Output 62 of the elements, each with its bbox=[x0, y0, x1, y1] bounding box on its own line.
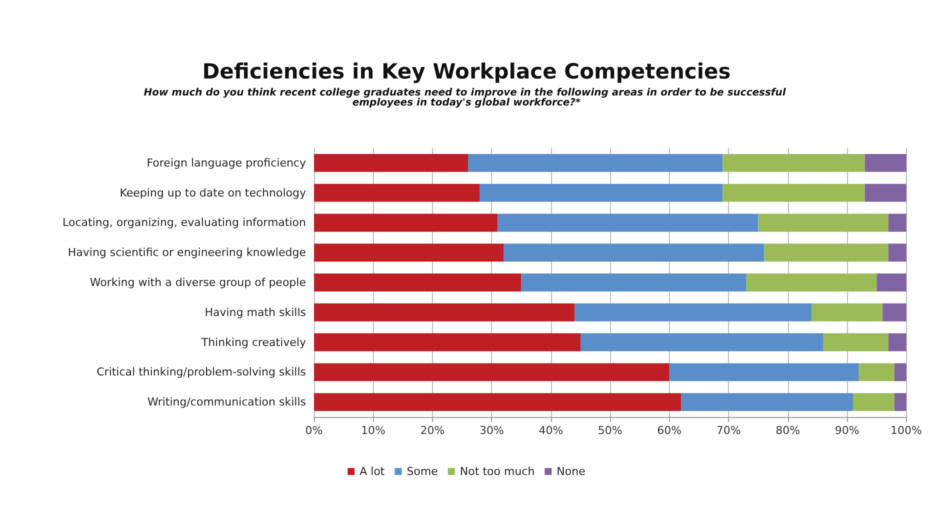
bar bbox=[314, 393, 682, 412]
bar bbox=[314, 363, 670, 382]
y-tick-label: Foreign language proficiency bbox=[146, 156, 306, 170]
legend-label: Some bbox=[406, 465, 438, 478]
bar bbox=[722, 184, 865, 202]
x-tick-label: 10% bbox=[361, 424, 386, 437]
bar bbox=[722, 154, 865, 172]
y-tick-label: Keeping up to date on technology bbox=[120, 186, 306, 200]
bar bbox=[764, 244, 889, 262]
x-tick-label: 60% bbox=[657, 424, 682, 437]
x-tick-label: 70% bbox=[716, 424, 741, 437]
bar bbox=[498, 214, 758, 232]
bar bbox=[504, 244, 764, 262]
y-tick-label: Thinking creatively bbox=[200, 336, 306, 349]
bar bbox=[864, 184, 906, 202]
bar bbox=[314, 244, 504, 262]
bar bbox=[580, 333, 824, 352]
bar bbox=[876, 274, 906, 292]
y-tick-label: Critical thinking/problem-solving skills bbox=[96, 366, 306, 379]
legend-label: None bbox=[556, 465, 586, 478]
bar bbox=[758, 214, 889, 232]
bar bbox=[314, 214, 498, 232]
bar bbox=[681, 393, 853, 412]
bar bbox=[852, 393, 894, 412]
bar bbox=[574, 303, 812, 322]
bar bbox=[894, 393, 906, 412]
legend-label: A lot bbox=[360, 465, 386, 478]
bar bbox=[894, 363, 906, 382]
bar bbox=[823, 333, 889, 352]
bar bbox=[468, 154, 723, 172]
bar bbox=[521, 274, 746, 292]
bar bbox=[888, 333, 906, 352]
x-tick-label: 50% bbox=[598, 424, 622, 437]
bar bbox=[314, 154, 468, 172]
chart-title: Deficiencies in Key Workplace Competencies bbox=[202, 60, 731, 84]
x-tick-label: 20% bbox=[420, 424, 445, 437]
bar bbox=[858, 363, 894, 382]
bar bbox=[812, 303, 883, 322]
bar bbox=[314, 333, 581, 352]
bar bbox=[864, 154, 906, 172]
bar bbox=[314, 184, 480, 202]
bar bbox=[888, 214, 906, 232]
y-tick-label: Writing/communication skills bbox=[147, 396, 306, 409]
y-tick-label: Having scientific or engineering knowledge bbox=[68, 246, 306, 260]
x-tick-label: 40% bbox=[538, 424, 564, 437]
bar bbox=[314, 274, 522, 292]
x-tick-label: 90% bbox=[834, 424, 860, 437]
x-tick-label: 0% bbox=[305, 424, 323, 437]
legend-label: Not too much bbox=[460, 465, 535, 478]
x-tick-label: 80% bbox=[776, 424, 800, 437]
y-tick-label: Locating, organizing, evaluating information bbox=[62, 216, 306, 230]
y-tick-label: Working with a diverse group of people bbox=[90, 276, 306, 289]
bar bbox=[882, 303, 906, 322]
bar bbox=[314, 303, 575, 322]
chart-subtitle: How much do you think recent college graduates need to improve in the following areas in order to be successful employees in today's global workforce?* bbox=[144, 88, 790, 108]
bar bbox=[888, 244, 906, 262]
bar bbox=[746, 274, 877, 292]
bar bbox=[669, 363, 859, 382]
x-tick-label: 100% bbox=[890, 424, 922, 437]
y-tick-label: Having math skills bbox=[204, 306, 306, 319]
bar bbox=[480, 184, 723, 202]
x-tick-label: 30% bbox=[479, 424, 504, 437]
